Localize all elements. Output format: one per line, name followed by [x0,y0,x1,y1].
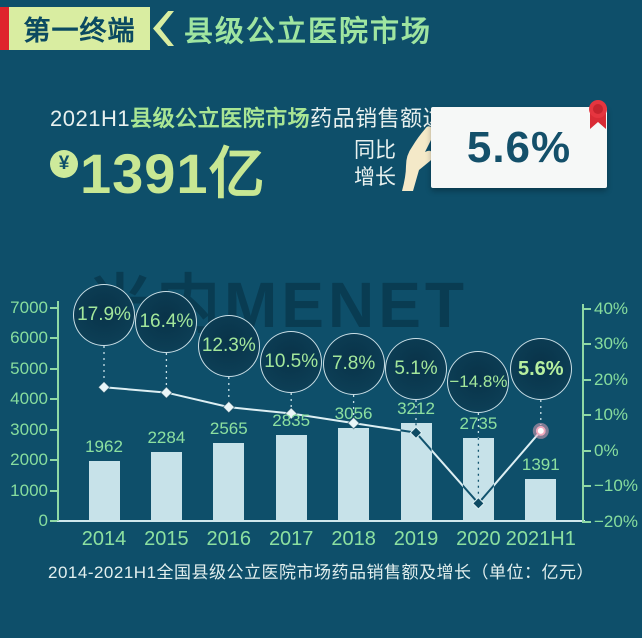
right-axis-tick [584,449,591,452]
x-axis-label: 2014 [81,528,127,550]
right-axis-tick-label: 10% [594,405,629,425]
growth-bubble: 5.1% [385,338,447,400]
growth-bubble: 7.8% [322,333,385,395]
growth-bubble: 16.4% [135,291,198,353]
right-axis-tick-label: 30% [594,334,629,354]
left-axis-tick-label: 5000 [10,358,48,378]
headline-prefix: 2021H1 [50,106,131,131]
left-axis-tick-label: 4000 [10,389,48,409]
bar-value-label: 2835 [272,410,311,430]
sales-bar [400,423,432,521]
left-axis-tick [50,398,57,401]
left-axis-tick-label: 3000 [10,419,48,439]
left-axis-tick [50,520,57,522]
yuan-symbol: ¥ [58,153,70,174]
right-axis-tick [584,378,591,381]
sales-bar [275,434,307,521]
bar-value-label: 2565 [209,418,248,438]
highlight-point [535,425,546,436]
left-axis-tick [50,307,57,309]
right-axis-tick [584,520,591,523]
x-axis-label: 2017 [268,528,314,550]
left-axis-tick-label: 6000 [10,328,48,348]
trend-line-layer [97,346,549,510]
sales-bar [338,428,370,521]
hand-icon [399,124,437,199]
growth-label: 同比 增长 [348,137,402,191]
right-axis-tick-label: −20% [594,511,638,531]
bar-value-label: 1962 [85,437,123,457]
left-axis-tick-label: 0 [38,511,48,530]
right-axis-tick-label: 0% [594,440,619,460]
right-axis-tick-label: 20% [594,369,629,389]
bar-value-label: 3056 [334,404,373,423]
x-axis-label: 2019 [393,528,439,550]
right-axis-tick [584,307,591,310]
left-axis-line [57,301,59,521]
growth-label-line1: 同比 [354,139,396,162]
header-tag-label: 第一终端 [23,16,136,46]
sales-amount-value: 1391亿 [80,142,266,205]
right-axis-tick-label: −10% [594,476,638,496]
headline-sentence: 2021H1县级公立医院市场药品销售额达 [50,101,445,133]
x-axis-label: 2021H1 [505,528,576,550]
bar-value-label: 1391 [521,454,560,474]
growth-bubble: 12.3% [197,315,260,377]
right-axis-tick [584,414,591,417]
award-ribbon-icon [585,99,611,136]
growth-bubble: 17.9% [73,284,135,346]
sales-bar [525,478,557,521]
sales-bar [213,442,245,521]
left-axis-tick-label: 2000 [10,450,48,470]
headline-market-name: 县级公立医院市场 [130,106,311,131]
left-axis-tick [50,337,57,340]
growth-label-line2: 增长 [354,166,396,189]
x-axis-label: 2020 [456,528,501,550]
right-axis-line [582,304,584,523]
bar-value-label: 2284 [147,427,186,447]
x-axis-label: 2015 [144,528,189,550]
page-title: 县级公立医院市场 [184,15,433,48]
x-axis-label: 2016 [206,528,252,550]
growth-bubble: 5.6% [509,338,572,400]
red-accent-strip [0,7,9,50]
chart-caption: 2014-2021H1全国县级公立医院市场药品销售额及增长（单位：亿元） [48,563,595,582]
growth-bubble: −14.8% [447,351,510,413]
growth-value-card: 5.6% [431,107,607,188]
left-axis-tick-label: 7000 [10,298,48,317]
left-axis-tick [50,459,57,462]
x-axis-baseline [57,520,585,522]
left-axis-tick [50,489,57,492]
sales-bar [150,451,182,521]
yuan-coin-icon: ¥ [50,150,78,178]
growth-value: 5.6% [466,122,572,172]
left-axis-tick-label: 1000 [10,480,48,500]
bar-value-label: 3212 [397,399,435,419]
header-tag-banner: 第一终端 [9,7,150,50]
left-axis-tick [50,428,57,431]
right-axis-tick [584,485,591,488]
left-axis-tick [50,367,57,370]
sales-bar [88,461,120,521]
right-axis-tick [584,343,591,346]
growth-bubble: 10.5% [260,331,323,393]
headline-suffix: 药品销售额达 [310,106,446,131]
x-axis-label: 2018 [331,528,376,550]
bar-value-label: 2735 [459,413,498,433]
right-axis-tick-label: 40% [594,298,629,318]
